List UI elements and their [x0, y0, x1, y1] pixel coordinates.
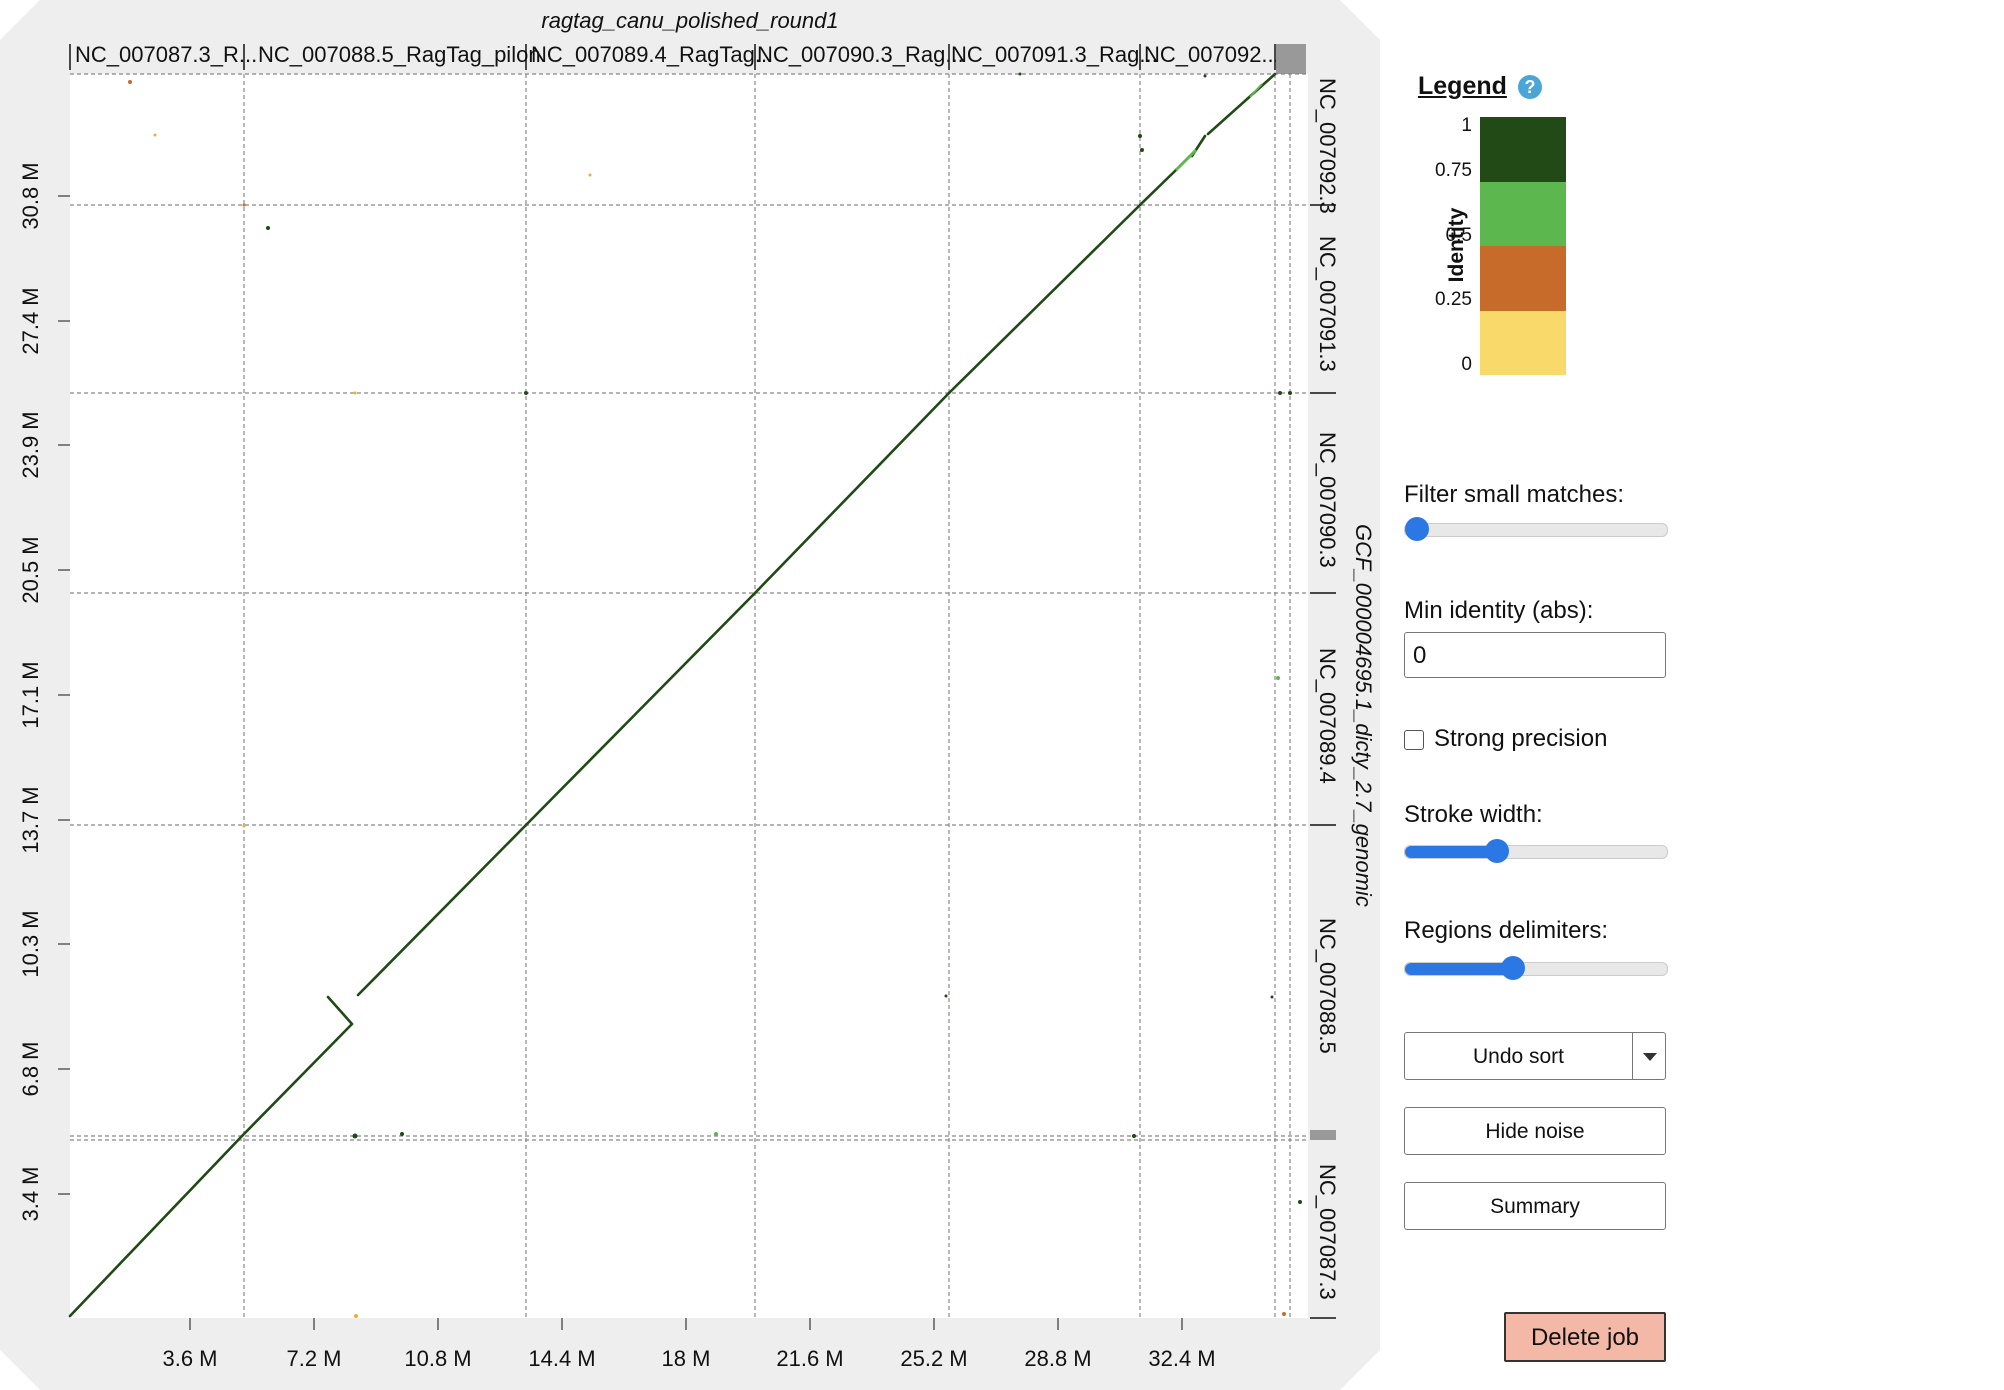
stroke-width-fill [1405, 846, 1497, 858]
right-contig-label[interactable]: NC_007090.3 [1315, 432, 1340, 568]
right-contig-label[interactable]: NC_007089.4 [1315, 648, 1340, 784]
alignment-segment [753, 391, 951, 595]
alignment-segment [1138, 168, 1178, 207]
question-icon[interactable]: ? [1518, 75, 1542, 99]
hide-noise-button[interactable]: Hide noise [1404, 1107, 1666, 1155]
y-tick-label: 10.3 M [18, 910, 43, 977]
legend-tick: 0.5 [1445, 225, 1472, 246]
plot-area [70, 74, 1308, 1318]
top-contig-label[interactable]: NC_007091.3_Rag... [951, 42, 1158, 67]
small-contigs-block [1276, 44, 1306, 74]
x-tick-label: 21.6 M [776, 1346, 843, 1371]
y-axis-ticks: 3.4 M 6.8 M 10.3 M 13.7 M 17.1 M 20.5 M … [18, 162, 70, 1222]
x-tick-label: 10.8 M [404, 1346, 471, 1371]
y-tick-label: 13.7 M [18, 786, 43, 853]
chevron-down-icon[interactable] [1632, 1032, 1666, 1080]
x-tick-label: 28.8 M [1024, 1346, 1091, 1371]
regions-slider[interactable] [1404, 956, 1668, 980]
x-axis-ticks: 3.6 M 7.2 M 10.8 M 14.4 M 18 M 21.6 M 25… [162, 1318, 1216, 1371]
filter-label: Filter small matches: [1404, 481, 1625, 508]
undo-sort-button[interactable]: Undo sort [1404, 1032, 1633, 1080]
y-tick-label: 30.8 M [18, 162, 43, 229]
noise-dots [128, 72, 1302, 1318]
x-tick-label: 18 M [662, 1346, 711, 1371]
delete-job-button[interactable]: Delete job [1504, 1312, 1666, 1362]
stroke-width-slider-thumb[interactable] [1485, 839, 1509, 863]
top-contig-label[interactable]: NC_007088.5_RagTag_pilon [258, 42, 541, 67]
plot-title: ragtag_canu_polished_round1 [541, 8, 838, 33]
legend-tick: 0.75 [1435, 160, 1472, 181]
right-contig-label[interactable]: NC_007088.5 [1315, 918, 1340, 1054]
alignment-segment [524, 591, 757, 827]
grid-lines [70, 73, 1308, 1318]
stroke-width-label: Stroke width: [1404, 801, 1543, 828]
legend-tick: 0 [1461, 354, 1472, 375]
top-contig-label[interactable]: NC_007090.3_Rag... [757, 42, 964, 67]
alignment-segment-light [1249, 83, 1263, 98]
small-contigs-block-right [1310, 1130, 1336, 1140]
x-tick-label: 14.4 M [528, 1346, 595, 1371]
y-tick-label: 23.9 M [18, 411, 43, 478]
dotplot-svg[interactable]: ragtag_canu_polished_round1 NC_007087.3_… [0, 0, 1380, 1390]
right-contig-label[interactable]: NC_007091.3 [1315, 236, 1340, 372]
top-separators [69, 44, 1276, 70]
y-tick-label: 3.4 M [18, 1166, 43, 1221]
regions-fill [1405, 963, 1513, 975]
dotplot-panel: ragtag_canu_polished_round1 NC_007087.3_… [0, 0, 1380, 1390]
top-contig-label[interactable]: NC_007092.... [1144, 42, 1286, 67]
regions-slider-thumb[interactable] [1501, 956, 1525, 980]
legend-tick: 0.25 [1435, 289, 1472, 310]
legend-tick: 1 [1461, 115, 1472, 136]
strong-precision-label: Strong precision [1434, 725, 1608, 752]
x-tick-label: 25.2 M [900, 1346, 967, 1371]
stroke-width-slider[interactable] [1404, 839, 1668, 863]
alignment-segment [240, 1022, 354, 1138]
y-tick-label: 17.1 M [18, 661, 43, 728]
x-tick-label: 3.6 M [162, 1346, 217, 1371]
alignment-segment [326, 995, 354, 1026]
legend-title: Legend [1418, 72, 1507, 100]
y-tick-label: 6.8 M [18, 1041, 43, 1096]
right-contig-labels: NC_007092.3 NC_007091.3 NC_007090.3 NC_0… [1315, 78, 1376, 1300]
y-tick-label: 27.4 M [18, 287, 43, 354]
regions-label: Regions delimiters: [1404, 917, 1609, 944]
legend-swatch [1480, 117, 1566, 182]
min-identity-input[interactable]: 0 [1404, 632, 1666, 678]
alignment-segment [68, 1134, 244, 1318]
y-tick-label: 20.5 M [18, 536, 43, 603]
alignment-lines [68, 72, 1277, 1318]
top-contig-label[interactable]: NC_007087.3_R... [75, 42, 257, 67]
right-contig-label[interactable]: NC_007092.3 [1315, 78, 1340, 214]
legend-swatch [1480, 311, 1566, 375]
x-tick-label: 32.4 M [1148, 1346, 1215, 1371]
legend-swatch [1480, 246, 1566, 311]
y-axis-title: GCF_000004695.1_dicty_2.7_genomic [1351, 524, 1376, 907]
filter-slider[interactable] [1404, 517, 1668, 541]
right-contig-label[interactable]: NC_007087.3 [1315, 1164, 1340, 1300]
top-contig-label[interactable]: NC_007089.4_RagTag... [531, 42, 773, 67]
legend-color-bar [1480, 117, 1566, 375]
alignment-segment [1206, 72, 1277, 136]
legend-swatch [1480, 182, 1566, 246]
min-identity-label: Min identity (abs): [1404, 597, 1594, 624]
right-separators [1310, 204, 1336, 1319]
summary-button[interactable]: Summary [1404, 1182, 1666, 1230]
filter-slider-thumb[interactable] [1405, 517, 1429, 541]
alignment-segment [947, 203, 1142, 395]
top-contig-labels: NC_007087.3_R... NC_007088.5_RagTag_pilo… [75, 42, 1286, 67]
x-tick-label: 7.2 M [286, 1346, 341, 1371]
strong-precision-checkbox[interactable] [1404, 730, 1424, 750]
alignment-segment [356, 823, 528, 997]
alignment-segment-light [1174, 148, 1198, 172]
